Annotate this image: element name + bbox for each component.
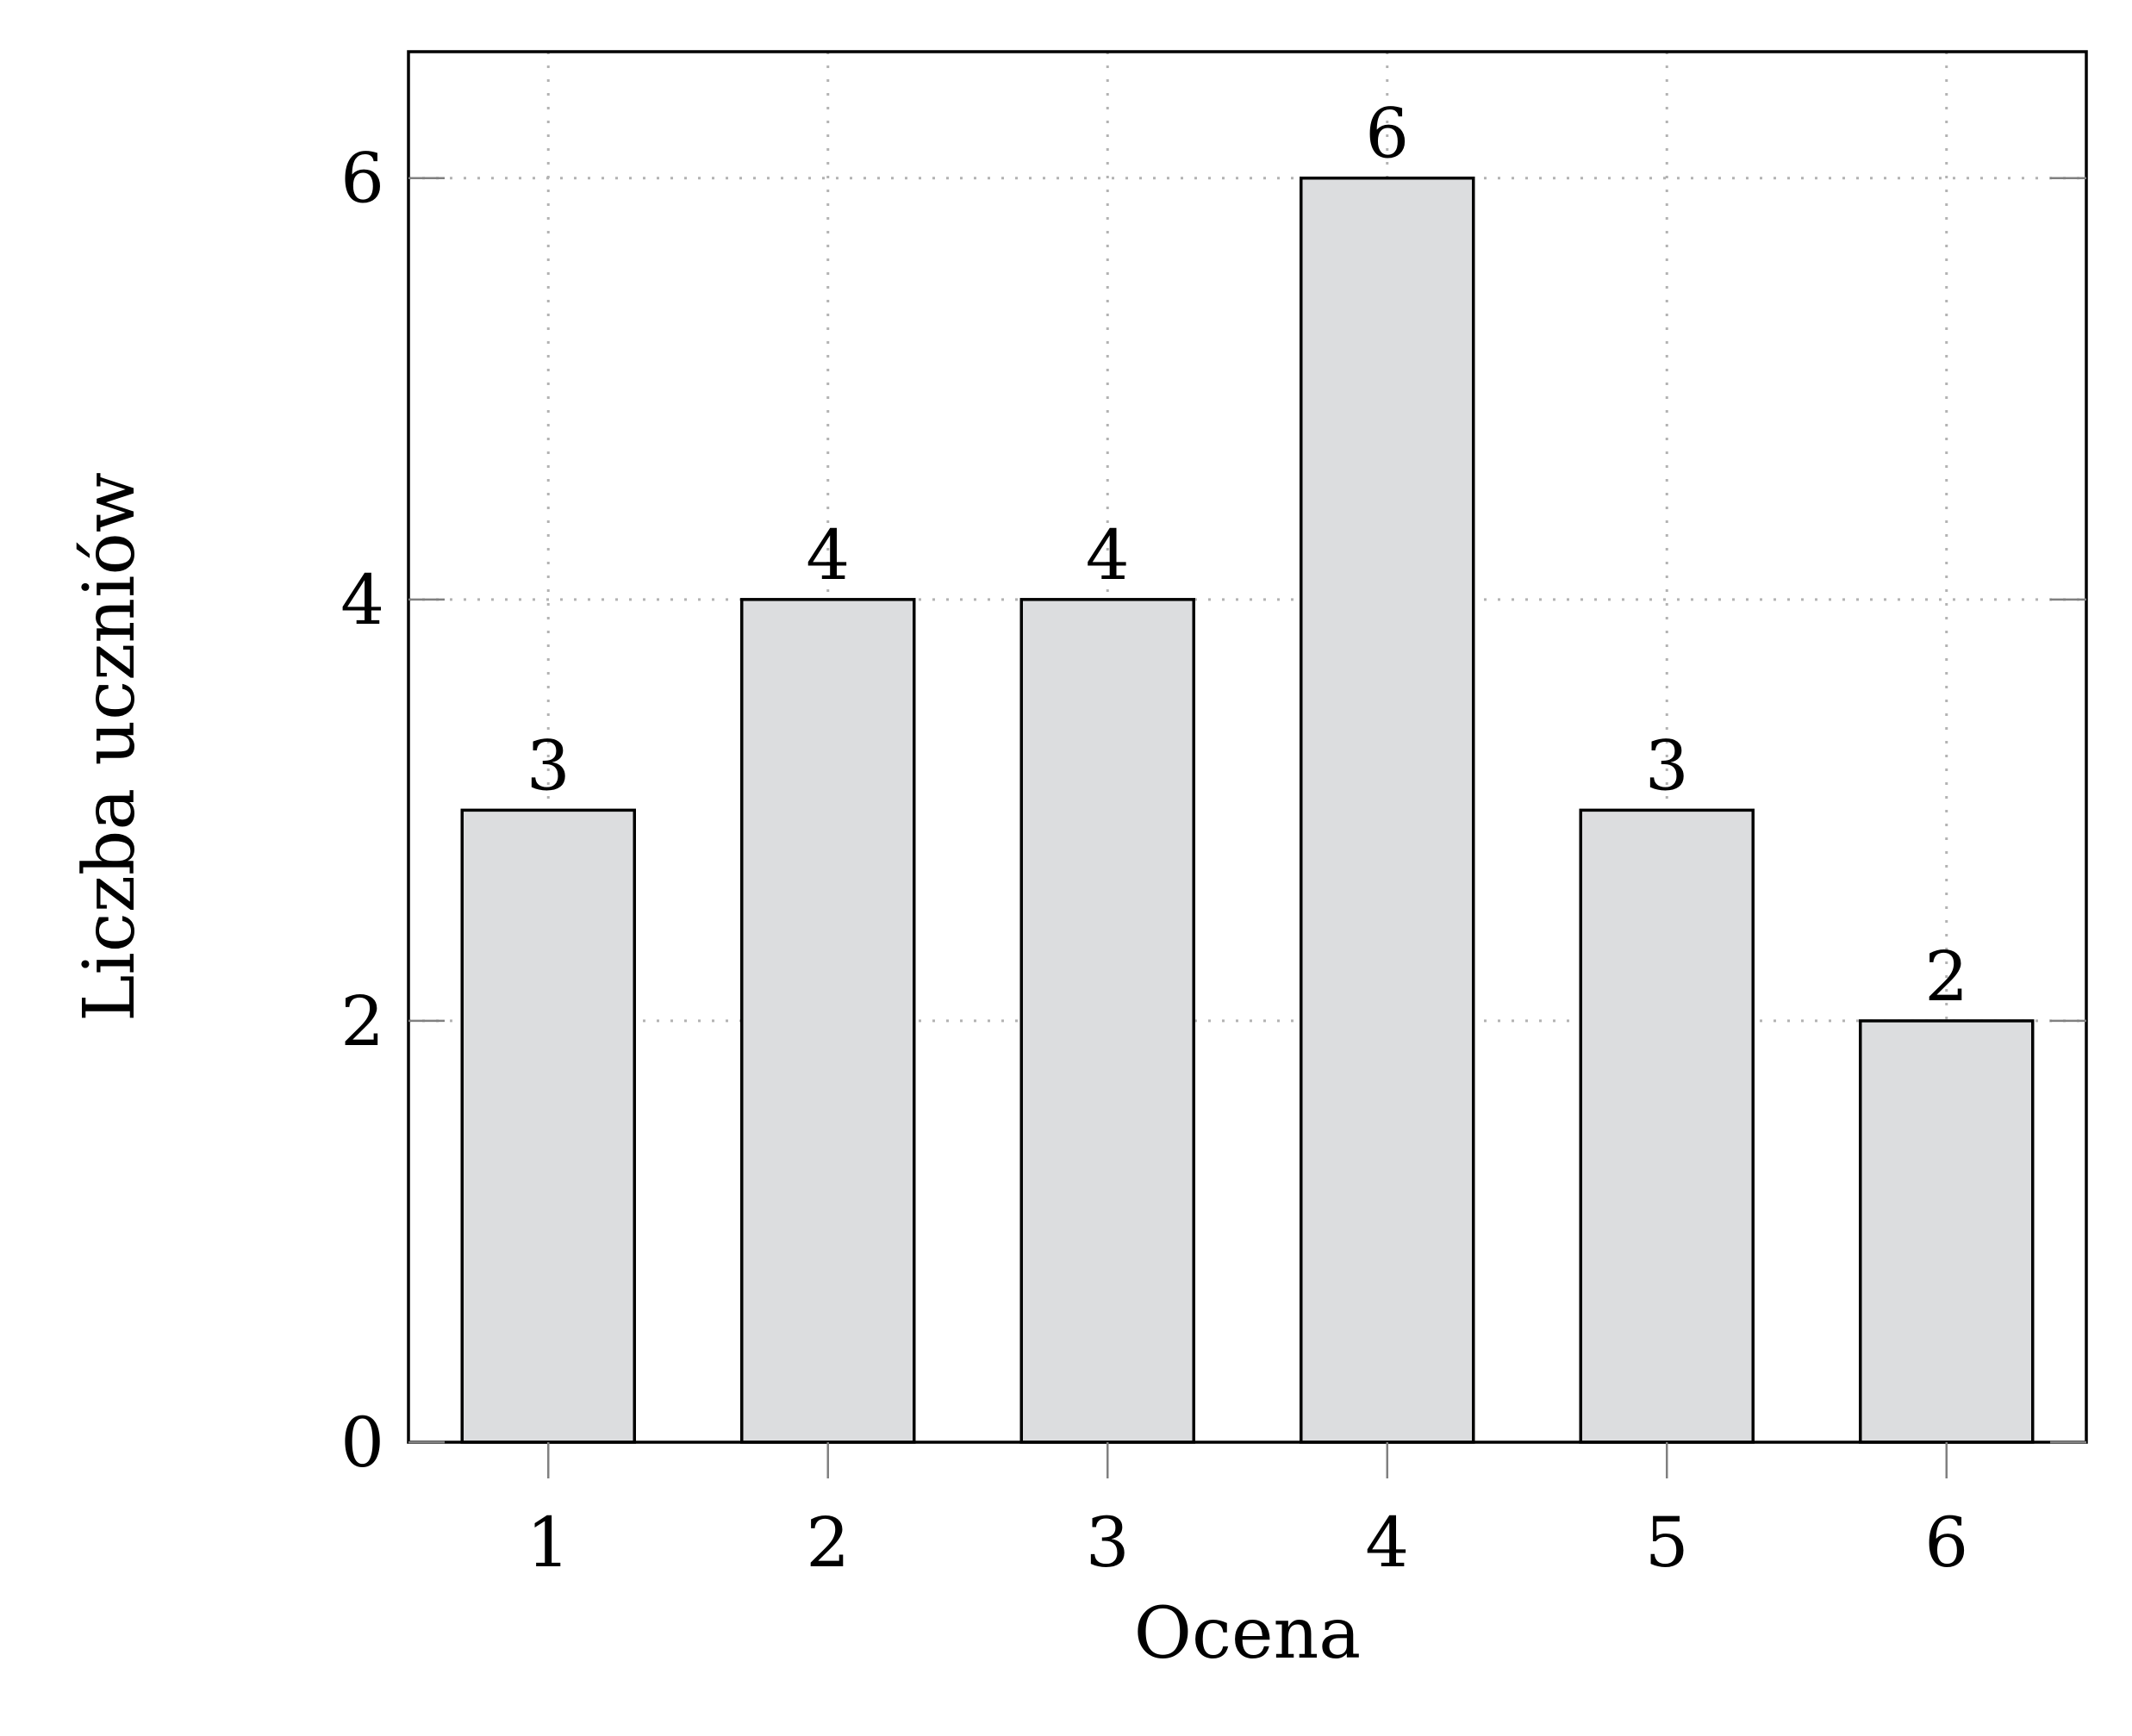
- bar-value-label: 2: [1924, 936, 1968, 1017]
- y-tick-label: 2: [340, 981, 384, 1061]
- grid-lines: [408, 52, 2086, 1442]
- bar-value-label: 4: [806, 515, 850, 595]
- x-tick-label: 5: [1645, 1503, 1689, 1583]
- bar-value-labels: 3 4 4 6 3 2: [527, 94, 1968, 1017]
- bars: [460, 176, 2035, 1444]
- x-tick-label: 3: [1086, 1503, 1130, 1583]
- x-axis-title: Ocena: [1134, 1593, 1361, 1675]
- bar-value-label: 4: [1086, 515, 1130, 595]
- bar-4: [1300, 176, 1475, 1444]
- y-tick-label: 4: [340, 560, 384, 640]
- bar-6: [1859, 1019, 2035, 1444]
- y-axis-title: Liczba uczniów: [69, 472, 151, 1022]
- plot-area-frame: [407, 50, 2088, 1444]
- tick-marks: [408, 177, 2086, 1478]
- bar-2: [740, 598, 916, 1444]
- bar-value-label: 3: [527, 725, 570, 806]
- y-tick-labels: 0 2 4 6: [340, 139, 384, 1483]
- x-tick-label: 6: [1924, 1503, 1968, 1583]
- x-tick-label: 2: [806, 1503, 850, 1583]
- bar-3: [1019, 598, 1195, 1444]
- bar-value-label: 3: [1645, 725, 1689, 806]
- x-tick-labels: 1 2 3 4 5 6: [527, 1503, 1968, 1583]
- bar-value-label: 6: [1365, 94, 1409, 174]
- x-tick-label: 4: [1365, 1503, 1409, 1583]
- bar-1: [460, 808, 636, 1444]
- y-tick-label: 6: [340, 139, 384, 219]
- bar-5: [1579, 808, 1755, 1444]
- y-tick-label: 0: [340, 1403, 384, 1483]
- x-tick-label: 1: [527, 1503, 570, 1583]
